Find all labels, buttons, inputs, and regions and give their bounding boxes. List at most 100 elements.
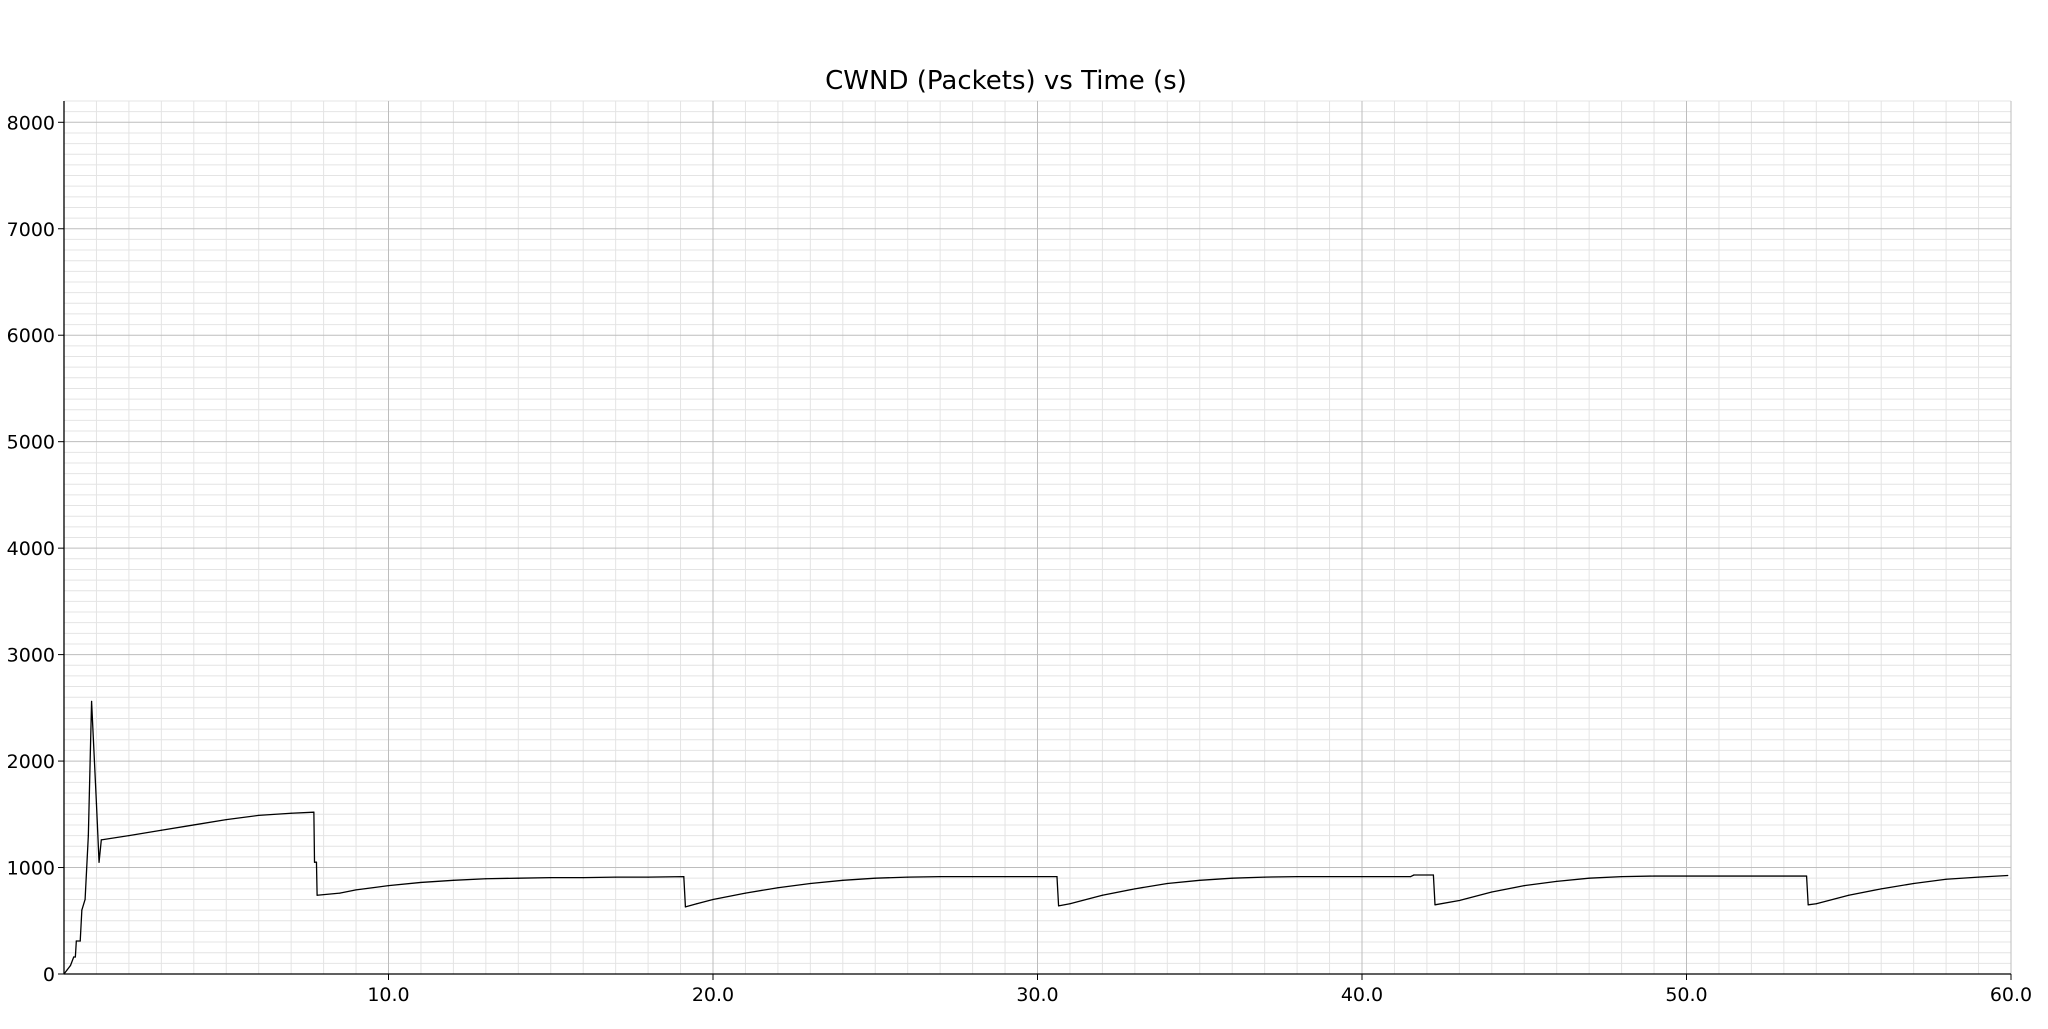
data-point [1685, 875, 1688, 877]
y-tick-label: 1000 [7, 858, 55, 880]
y-tick-label: 6000 [7, 325, 55, 347]
data-point [1057, 905, 1060, 907]
data-point [290, 812, 292, 814]
x-tick-label: 30.0 [1016, 984, 1058, 1006]
major-grid [64, 101, 2012, 974]
data-point [316, 894, 318, 896]
y-tick-label: 0 [43, 964, 55, 986]
data-point [744, 892, 747, 894]
data-point [1434, 904, 1436, 906]
data-point [73, 956, 75, 958]
data-point [1361, 875, 1363, 878]
data-point [1523, 885, 1525, 887]
data-point [128, 834, 130, 837]
data-point [81, 909, 83, 911]
x-tick-label: 20.0 [692, 984, 734, 1006]
x-tick-label: 10.0 [367, 984, 409, 1006]
x-axis-ticks: 10.0 20.0 30.0 40.0 50.0 60.0 [367, 974, 2032, 1006]
data-point [647, 876, 649, 878]
data-point [1945, 878, 1947, 880]
data-point [63, 973, 65, 975]
data-point [1199, 879, 1201, 881]
data-point [1491, 891, 1493, 893]
data-point [1056, 875, 1058, 878]
data-point [939, 875, 941, 878]
data-point [1432, 874, 1434, 876]
data-point [972, 875, 974, 878]
y-tick-label: 2000 [7, 751, 55, 773]
y-axis-ticks: 0 1000 2000 3000 4000 5000 6000 7000 8000 [7, 112, 64, 986]
data-point [160, 829, 162, 831]
data-point [420, 881, 422, 884]
data-point [90, 700, 93, 703]
data-point [2007, 874, 2009, 877]
data-point [712, 898, 714, 901]
data-point [1807, 904, 1809, 906]
data-point [1718, 875, 1720, 877]
data-point [1913, 882, 1915, 885]
data-point [1264, 876, 1266, 878]
data-point [907, 876, 909, 878]
data-point [1166, 882, 1168, 885]
data-point [1069, 903, 1071, 905]
data-point [79, 940, 81, 942]
data-point [1805, 875, 1808, 877]
data-point [313, 861, 316, 863]
data-point [683, 875, 685, 878]
data-point [1653, 875, 1655, 877]
y-tick-label: 3000 [7, 645, 55, 667]
data-point [339, 892, 341, 894]
data-point [777, 887, 779, 889]
data-point [1410, 875, 1412, 878]
data-point [550, 877, 552, 879]
data-point [1977, 876, 1980, 878]
data-point [842, 879, 844, 881]
y-tick-label: 7000 [7, 219, 55, 241]
data-point [1413, 874, 1415, 876]
data-point [69, 964, 72, 967]
y-tick-label: 8000 [7, 112, 55, 134]
data-point [1231, 877, 1233, 879]
x-tick-label: 40.0 [1341, 984, 1383, 1006]
data-point [225, 819, 227, 821]
data-point [1101, 894, 1103, 896]
data-point [1621, 875, 1623, 878]
x-tick-label: 50.0 [1665, 984, 1707, 1006]
data-point [1588, 877, 1590, 879]
data-point [74, 956, 76, 958]
y-tick-label: 4000 [7, 538, 55, 560]
data-point [66, 969, 68, 971]
data-point [874, 877, 876, 879]
data-point [355, 889, 357, 891]
data-point [75, 940, 77, 942]
data-point [684, 906, 687, 908]
data-point [193, 824, 195, 826]
data-point [1815, 903, 1817, 905]
data-point [517, 877, 519, 879]
data-point [452, 879, 454, 881]
x-tick-label: 60.0 [1990, 984, 2032, 1006]
data-point [1556, 880, 1558, 882]
y-tick-label: 5000 [7, 432, 55, 454]
data-point [615, 876, 617, 878]
data-point [1848, 894, 1850, 896]
data-point [1296, 875, 1298, 878]
data-point [98, 861, 100, 863]
data-point [696, 903, 698, 905]
data-point [87, 834, 89, 837]
data-point [313, 811, 315, 813]
data-point [258, 814, 260, 816]
data-point [1458, 899, 1460, 902]
data-point [1880, 888, 1882, 890]
data-point [387, 885, 390, 887]
data-point [100, 839, 102, 841]
data-point [582, 877, 584, 879]
data-point [84, 898, 86, 901]
data-point [315, 861, 318, 863]
series-group [63, 700, 2009, 975]
data-point [95, 803, 98, 805]
data-point [485, 878, 487, 880]
data-point [1134, 888, 1136, 890]
